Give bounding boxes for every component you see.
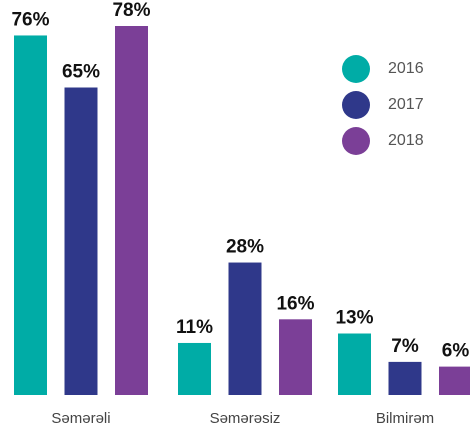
legend-label: 2017 [388, 96, 424, 113]
value-label: 6% [442, 341, 470, 362]
bar [64, 87, 98, 395]
value-label: 78% [112, 0, 150, 21]
value-label: 65% [62, 62, 100, 83]
legend-swatch [342, 91, 370, 119]
bar [338, 333, 371, 395]
value-label: 13% [335, 308, 373, 329]
legend-label: 2016 [388, 60, 424, 77]
legend-swatch [342, 127, 370, 155]
x-tick-label: Səmərəsiz [210, 410, 281, 427]
legend-swatch [342, 55, 370, 83]
value-label: 7% [391, 336, 419, 357]
bar [439, 366, 470, 395]
bar [228, 262, 262, 395]
bar [279, 319, 312, 395]
x-tick-label: Bilmirəm [376, 410, 434, 427]
value-label: 11% [176, 317, 213, 338]
bar [388, 361, 422, 395]
value-label: 16% [276, 293, 314, 314]
bar [178, 342, 211, 395]
bar [115, 26, 148, 395]
value-label: 76% [11, 9, 49, 30]
value-label: 28% [226, 237, 264, 258]
x-tick-label: Səmərəli [51, 410, 110, 427]
bar [14, 35, 47, 395]
legend-label: 2018 [388, 132, 424, 149]
